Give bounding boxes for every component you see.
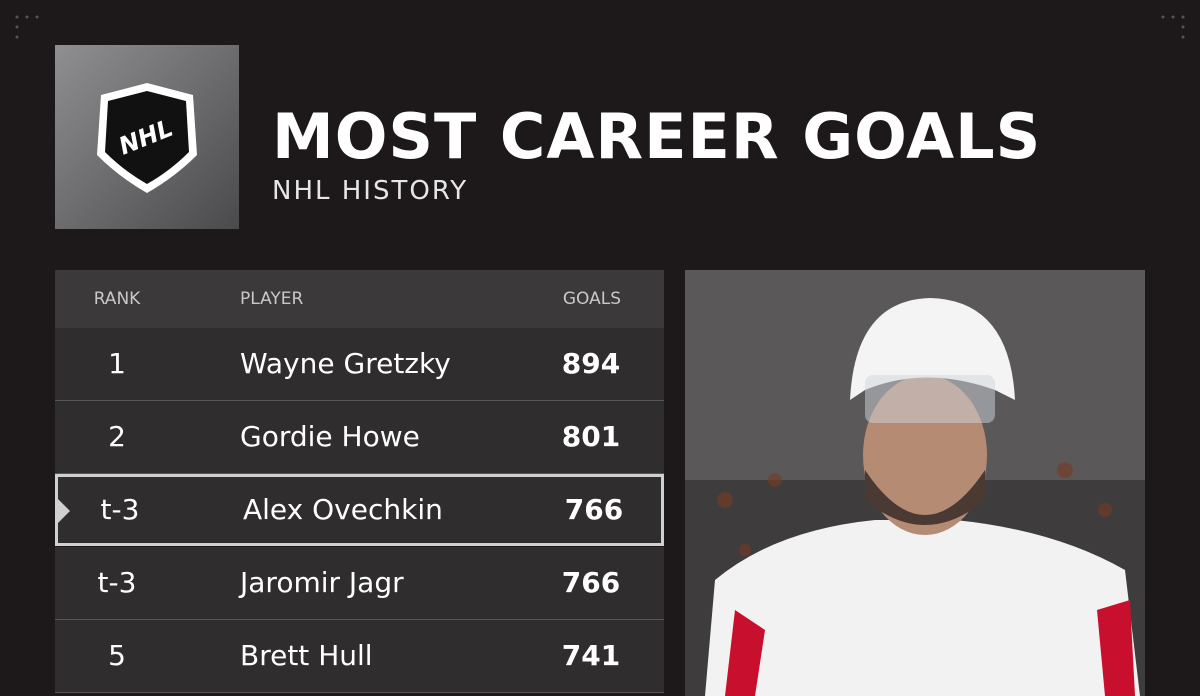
- goals: 894: [561, 347, 621, 380]
- subtitle: NHL HISTORY: [272, 176, 469, 206]
- table-row: 2 Gordie Howe 801: [55, 401, 664, 474]
- nhl-shield: NHL: [97, 83, 197, 193]
- goals: 766: [564, 493, 624, 526]
- rank: 2: [108, 420, 126, 453]
- goals: 801: [561, 420, 621, 453]
- rank: 1: [108, 347, 126, 380]
- player: Alex Ovechkin: [243, 493, 443, 526]
- rank: 5: [108, 639, 126, 672]
- rank: t-3: [97, 566, 137, 599]
- table-row: t-3 Jaromir Jagr 766: [55, 547, 664, 620]
- logo-box: NHL: [55, 45, 239, 229]
- goals: 766: [561, 566, 621, 599]
- player: Brett Hull: [240, 639, 373, 672]
- highlight-marker: [58, 499, 70, 523]
- rank: t-3: [100, 493, 140, 526]
- player: Jaromir Jagr: [240, 566, 404, 599]
- table-row: t-3 Alex Ovechkin 766: [55, 474, 664, 546]
- table-header: RANK PLAYER GOALS: [55, 270, 664, 328]
- table-row: 1 Wayne Gretzky 894: [55, 328, 664, 401]
- column-header: RANK: [93, 289, 141, 309]
- table-row: 5 Brett Hull 741: [55, 620, 664, 693]
- table: RANK PLAYER GOALS 1 Wayne Gretzky 894 2 Gord…: [55, 270, 664, 696]
- player: Gordie Howe: [240, 420, 420, 453]
- player: Wayne Gretzky: [240, 347, 451, 380]
- column-header: GOALS: [562, 289, 621, 309]
- player-photo: [685, 270, 1145, 696]
- column-header: PLAYER: [240, 289, 304, 309]
- title: MOST CAREER GOALS: [272, 100, 1042, 173]
- goals: 741: [561, 639, 621, 672]
